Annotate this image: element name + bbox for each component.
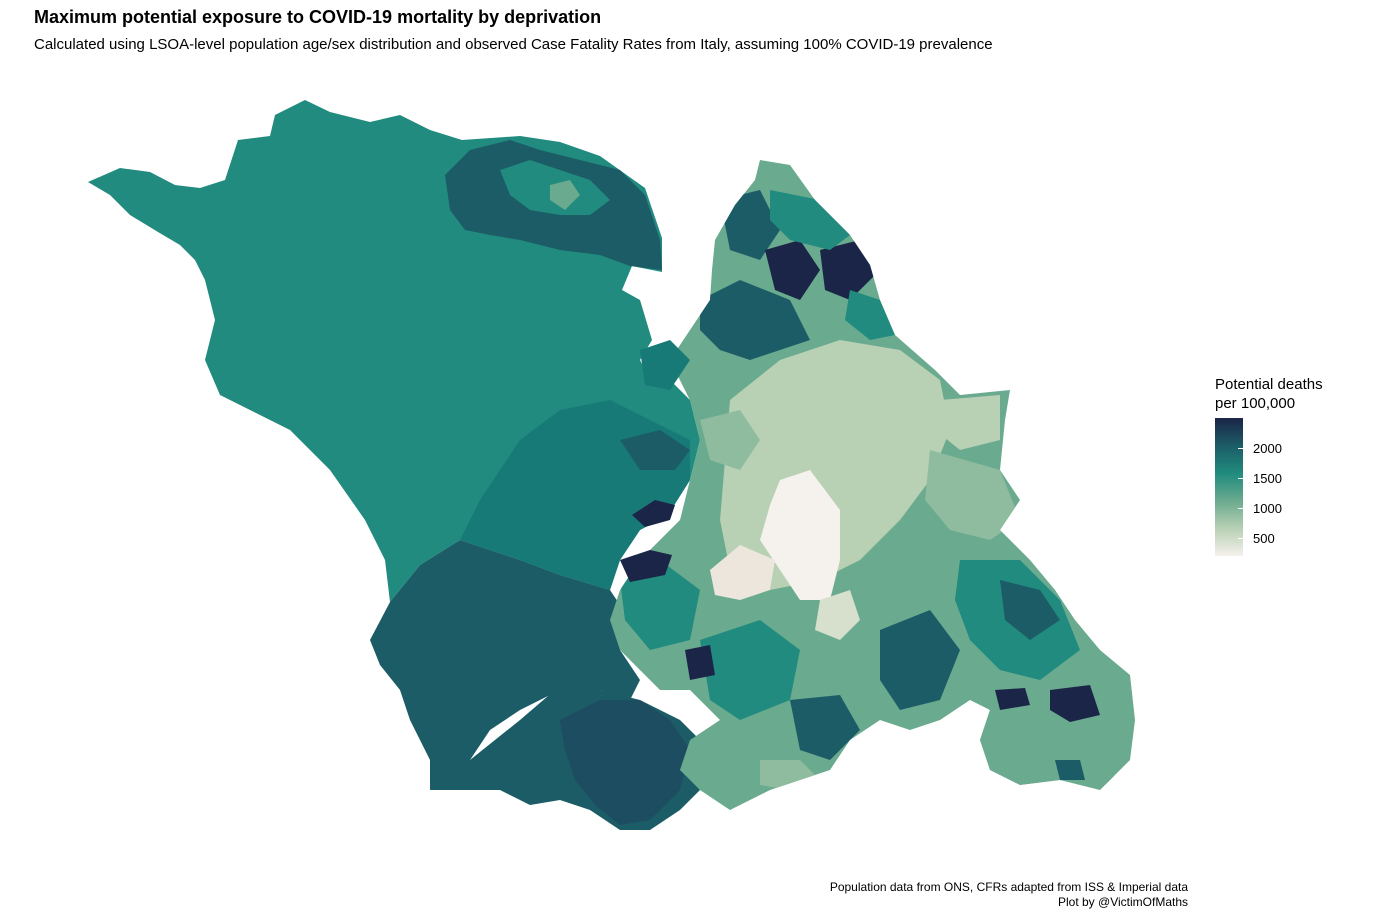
zone-south-dark — [880, 610, 960, 710]
zone-central-south-light — [815, 590, 860, 640]
chart-subtitle: Calculated using LSOA-level population a… — [34, 36, 993, 53]
zone-north-dark — [700, 280, 810, 360]
caption-credit: Plot by @VictimOfMaths — [1058, 895, 1188, 909]
zone-city-centre — [760, 470, 840, 600]
zone-central-mid — [700, 410, 760, 470]
zone-northeast-teal — [845, 290, 895, 340]
zone-south-darkest — [685, 645, 715, 680]
zone-north-darkest — [765, 240, 820, 300]
zone-southeast-dark — [1000, 580, 1060, 640]
zone-east-mid — [925, 450, 1020, 540]
zone-city-centre-2 — [710, 545, 775, 600]
legend-tick-label: 500 — [1253, 531, 1275, 546]
region-southwest-darker — [560, 700, 690, 825]
zone-west-darkest-2 — [620, 550, 672, 582]
legend-colorbar — [1215, 418, 1243, 556]
legend-tick-label: 2000 — [1253, 441, 1282, 456]
zone-southeast-darkest — [1050, 685, 1100, 722]
legend-title: Potential deaths per 100,000 — [1215, 376, 1323, 412]
caption-source: Population data from ONS, CFRs adapted f… — [829, 880, 1188, 894]
zone-north-dark-2 — [720, 190, 780, 260]
legend-tick-label: 1500 — [1253, 471, 1282, 486]
zone-southeast-darkest-2 — [995, 688, 1030, 710]
zone-north-teal — [770, 190, 850, 250]
zone-southeast-dark-2 — [1055, 760, 1085, 780]
zone-northeast-darkest — [820, 240, 875, 300]
region-southwest-dark — [370, 540, 640, 790]
zone-west-darkest — [632, 500, 675, 527]
chart-title: Maximum potential exposure to COVID-19 m… — [34, 7, 602, 27]
zone-south-teal — [700, 620, 800, 720]
legend-tickmark — [1238, 478, 1243, 479]
zone-south-dark-2 — [790, 695, 860, 760]
caption: Population data from ONS, CFRs adapted f… — [830, 880, 1188, 910]
legend-tickmark — [1238, 508, 1243, 509]
region-north-light — [550, 180, 580, 210]
zone-east-light — [935, 395, 1000, 450]
legend-tickmark — [1238, 538, 1243, 539]
legend: Potential deaths per 100,000 2000 1500 100… — [1215, 375, 1323, 556]
zone-northwest-mid — [640, 340, 690, 390]
legend-tick-label: 1000 — [1253, 501, 1282, 516]
zone-west-teal — [620, 560, 700, 650]
legend-tickmark — [1238, 448, 1243, 449]
zone-midwest-dark — [620, 430, 690, 470]
